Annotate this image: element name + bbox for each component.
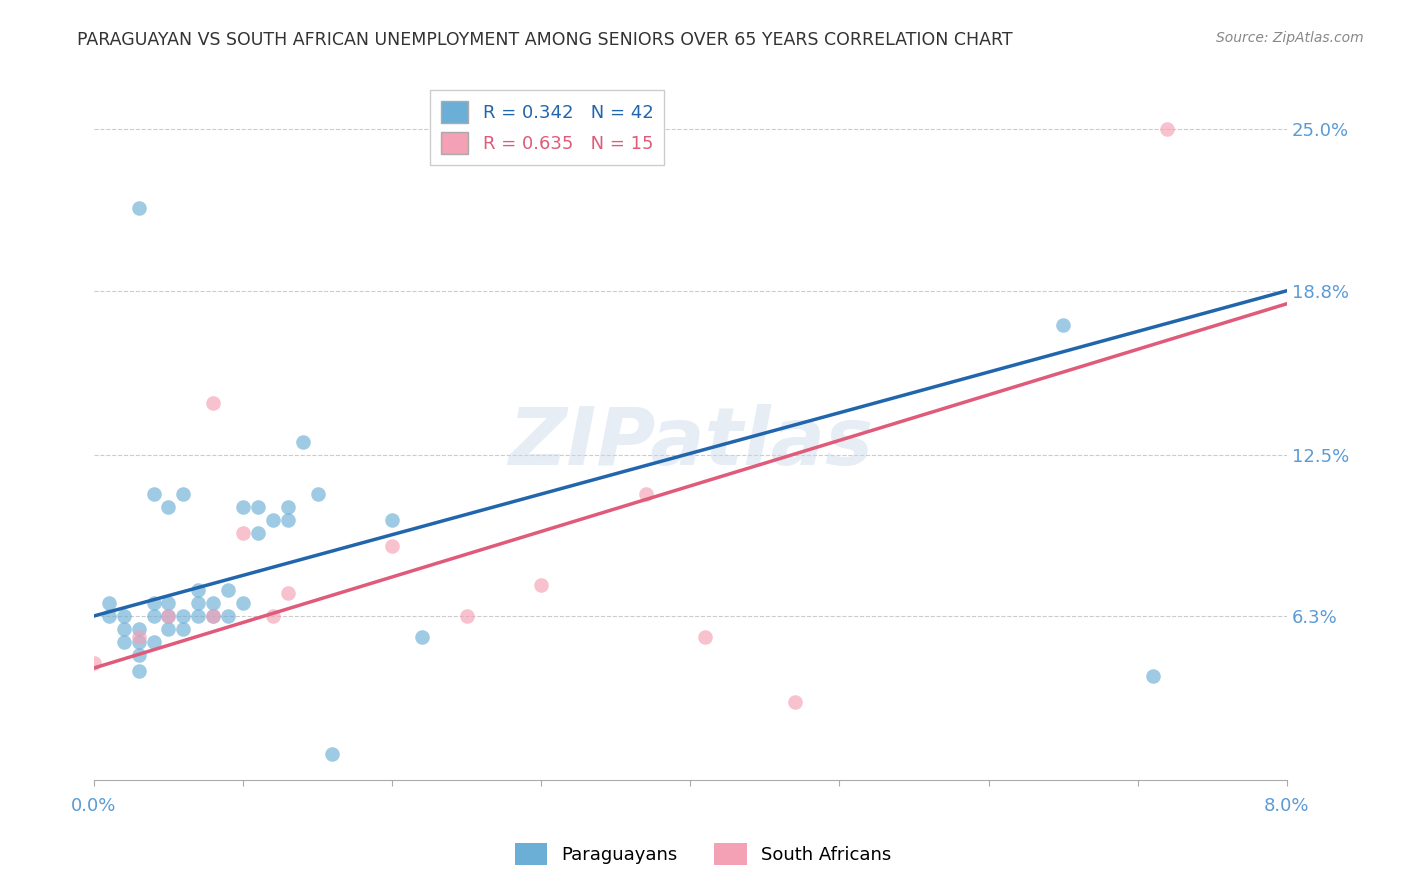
Point — [128, 201, 150, 215]
Point — [128, 622, 150, 636]
Point — [202, 395, 225, 409]
Point — [112, 635, 135, 649]
Point — [202, 609, 225, 624]
Point — [128, 635, 150, 649]
Point — [128, 648, 150, 662]
Point — [307, 486, 329, 500]
Text: Source: ZipAtlas.com: Source: ZipAtlas.com — [1216, 31, 1364, 45]
Point — [262, 513, 284, 527]
Point — [187, 609, 209, 624]
Point — [277, 585, 299, 599]
Point — [157, 500, 180, 514]
Point — [695, 630, 717, 644]
Point — [157, 609, 180, 624]
Point — [172, 486, 194, 500]
Text: ZIPatlas: ZIPatlas — [508, 404, 873, 482]
Point — [157, 596, 180, 610]
Point — [142, 486, 165, 500]
Point — [97, 609, 120, 624]
Point — [381, 539, 404, 553]
Point — [142, 596, 165, 610]
Point — [157, 622, 180, 636]
Point — [142, 635, 165, 649]
Point — [187, 582, 209, 597]
Point — [530, 578, 553, 592]
Point — [783, 695, 806, 709]
Point — [112, 609, 135, 624]
Point — [128, 664, 150, 678]
Point — [277, 513, 299, 527]
Point — [232, 500, 254, 514]
Point — [291, 434, 314, 449]
Point — [1156, 122, 1178, 136]
Point — [187, 596, 209, 610]
Point — [217, 582, 239, 597]
Legend: Paraguayans, South Africans: Paraguayans, South Africans — [508, 836, 898, 872]
Point — [232, 596, 254, 610]
Point — [1052, 318, 1074, 332]
Point — [262, 609, 284, 624]
Point — [246, 525, 269, 540]
Point — [172, 622, 194, 636]
Point — [128, 630, 150, 644]
Point — [142, 609, 165, 624]
Point — [381, 513, 404, 527]
Point — [83, 656, 105, 670]
Point — [411, 630, 433, 644]
Point — [217, 609, 239, 624]
Point — [97, 596, 120, 610]
Point — [172, 609, 194, 624]
Legend: R = 0.342   N = 42, R = 0.635   N = 15: R = 0.342 N = 42, R = 0.635 N = 15 — [430, 90, 664, 165]
Point — [157, 609, 180, 624]
Point — [321, 747, 343, 761]
Point — [202, 609, 225, 624]
Point — [112, 622, 135, 636]
Point — [246, 500, 269, 514]
Text: PARAGUAYAN VS SOUTH AFRICAN UNEMPLOYMENT AMONG SENIORS OVER 65 YEARS CORRELATION: PARAGUAYAN VS SOUTH AFRICAN UNEMPLOYMENT… — [77, 31, 1012, 49]
Point — [634, 486, 657, 500]
Point — [277, 500, 299, 514]
Point — [232, 525, 254, 540]
Point — [1142, 669, 1164, 683]
Point — [456, 609, 478, 624]
Point — [202, 596, 225, 610]
